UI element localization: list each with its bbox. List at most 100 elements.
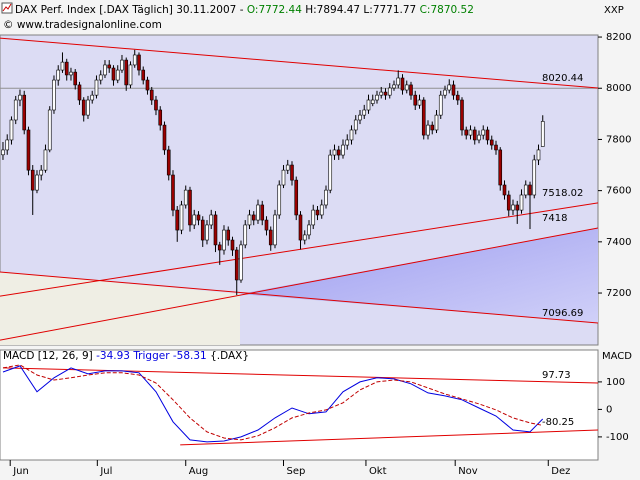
candle-body	[222, 229, 226, 251]
candle-body	[400, 77, 405, 91]
candle-body	[443, 89, 447, 96]
candle-body	[515, 204, 520, 211]
candle-body	[5, 139, 10, 151]
x-tick-label: Nov	[458, 466, 478, 477]
candle-body	[234, 249, 239, 281]
macd-panel	[0, 349, 599, 461]
candle-body	[392, 84, 396, 89]
candle-body	[94, 79, 99, 96]
candle-body	[290, 164, 294, 181]
trendline-label: 7518.02	[542, 188, 583, 199]
ohlc-value: 7894.47	[317, 4, 360, 16]
x-tick-label: Sep	[286, 466, 305, 477]
candle-body	[362, 109, 367, 116]
ohlc-value: 7772.44	[258, 4, 302, 16]
candle-body	[179, 204, 184, 231]
legend-entry: Trigger	[132, 350, 170, 362]
candle-body	[103, 64, 107, 76]
candle-body	[434, 114, 439, 131]
candle-body	[298, 214, 303, 241]
candle-body	[200, 219, 205, 241]
candle-body	[81, 99, 86, 116]
candle-body	[196, 214, 201, 221]
candle-body	[22, 94, 27, 131]
trendline-label: 7096.69	[542, 308, 583, 319]
candle-body	[73, 71, 78, 86]
candle-body	[35, 174, 39, 191]
candle-body	[328, 154, 333, 191]
trendline-label: -80.25	[542, 417, 574, 428]
copyright: © www.tradesignalonline.com	[3, 19, 162, 31]
candle-body	[183, 189, 188, 206]
candle-body	[387, 87, 392, 96]
header: DAX Perf. Index [.DAX Täglich] 30.11.200…	[15, 4, 474, 16]
axis-label: MACD	[602, 351, 632, 362]
candle-body	[511, 204, 515, 211]
candle-body	[52, 79, 56, 111]
macd-value: -34.93	[96, 350, 130, 362]
candle-body	[336, 149, 341, 156]
candle-body	[213, 214, 218, 246]
candle-body	[468, 129, 473, 136]
candle-body	[464, 129, 469, 136]
y-tick-label: 7800	[606, 134, 631, 145]
candle-body	[341, 144, 345, 156]
candle-body	[366, 99, 371, 111]
x-tick-label: Okt	[369, 466, 387, 477]
candle-body	[353, 119, 358, 131]
candle-body	[137, 54, 141, 71]
candle-body	[324, 189, 328, 206]
candle-body	[396, 77, 401, 86]
candle-body	[230, 239, 235, 251]
candle-body	[383, 91, 388, 96]
trendline-label: 8020.44	[542, 73, 583, 84]
title: MACD [12, 26, 9]	[3, 350, 93, 362]
candle-body	[502, 184, 507, 196]
trendline-label: 97.73	[542, 370, 571, 381]
trigger-value: -58.31	[173, 350, 207, 362]
candle-body	[421, 99, 426, 136]
candle-body	[39, 169, 44, 176]
candle-body	[536, 149, 541, 161]
candle-body	[251, 214, 256, 221]
signal-line	[2, 364, 543, 441]
axis-label: XXP	[604, 5, 624, 16]
candle-body	[98, 74, 103, 81]
candle-body	[145, 79, 150, 91]
x-tick-label: Jun	[12, 466, 29, 477]
candle-body	[115, 69, 120, 81]
trendline	[0, 227, 599, 341]
candle-body	[481, 129, 486, 136]
candle-body	[273, 214, 277, 246]
candle-body	[217, 244, 222, 251]
candle-body	[413, 94, 418, 106]
candle-body	[349, 129, 354, 141]
candle-body	[247, 214, 252, 226]
candle-body	[277, 184, 282, 216]
y-tick-label: 0	[606, 404, 612, 415]
y-tick-label: 7600	[606, 186, 631, 197]
candle-body	[239, 244, 243, 281]
candle-body	[209, 214, 214, 226]
candle-body	[124, 59, 129, 86]
y-tick-label: 100	[606, 377, 625, 388]
candle-body	[409, 84, 413, 96]
trendline	[0, 271, 599, 324]
candle-body	[358, 114, 362, 121]
candle-body	[175, 209, 180, 231]
candle-body	[311, 209, 316, 226]
candle-body	[506, 194, 511, 211]
candle-body	[171, 174, 175, 211]
candle-body	[120, 59, 124, 71]
x-tick-label: Aug	[189, 466, 209, 477]
macd-line	[2, 365, 544, 443]
candle-body	[332, 149, 337, 156]
candle-body	[315, 209, 320, 216]
candle-body	[56, 69, 61, 81]
candle-body	[404, 84, 409, 91]
candle-body	[162, 124, 167, 151]
candle-body	[285, 164, 290, 171]
y-tick-label: 7200	[606, 288, 631, 299]
candle-body	[9, 119, 14, 141]
candle-body	[188, 189, 192, 226]
